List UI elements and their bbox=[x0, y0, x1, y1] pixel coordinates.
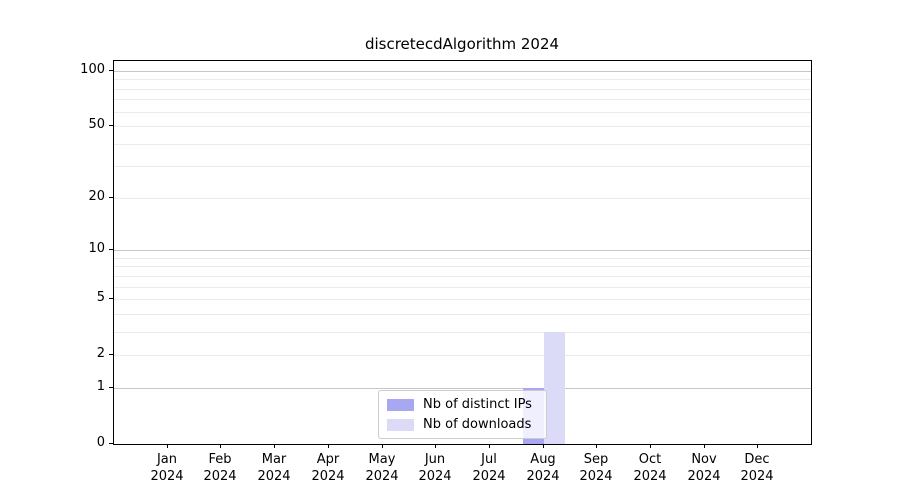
x-tick-label-sep: Sep 2024 bbox=[579, 452, 613, 484]
x-tick-label-jun: Jun 2024 bbox=[418, 452, 452, 484]
x-tick-label-oct: Oct 2024 bbox=[633, 452, 667, 484]
y-tick-20 bbox=[109, 197, 113, 198]
x-tick-label-may: May 2024 bbox=[365, 452, 399, 484]
x-tick-jun bbox=[435, 444, 436, 448]
legend: Nb of distinct IPs Nb of downloads bbox=[378, 390, 547, 439]
gridline-y-100 bbox=[114, 71, 811, 72]
gridline-y-9 bbox=[114, 258, 811, 259]
x-tick-jul bbox=[489, 444, 490, 448]
legend-item-distinct-ips: Nb of distinct IPs bbox=[387, 397, 538, 412]
x-tick-nov bbox=[704, 444, 705, 448]
gridline-y-4 bbox=[114, 314, 811, 315]
downloads-swatch-icon bbox=[387, 418, 414, 431]
gridline-y-50 bbox=[114, 126, 811, 127]
y-tick-label-1: 1 bbox=[96, 379, 105, 394]
x-tick-apr bbox=[328, 444, 329, 448]
y-tick-5 bbox=[109, 298, 113, 299]
bar-nb-of-downloads-aug bbox=[544, 332, 565, 444]
x-tick-may bbox=[382, 444, 383, 448]
distinct-ips-swatch-icon bbox=[387, 398, 414, 411]
x-tick-label-nov: Nov 2024 bbox=[687, 452, 721, 484]
x-tick-jan bbox=[167, 444, 168, 448]
x-tick-label-mar: Mar 2024 bbox=[257, 452, 291, 484]
x-tick-label-apr: Apr 2024 bbox=[311, 452, 345, 484]
y-tick-label-20: 20 bbox=[88, 189, 105, 204]
gridline-y-2 bbox=[114, 355, 811, 356]
x-tick-label-aug: Aug 2024 bbox=[526, 452, 560, 484]
x-tick-label-dec: Dec 2024 bbox=[740, 452, 774, 484]
x-tick-mar bbox=[274, 444, 275, 448]
y-tick-label-50: 50 bbox=[88, 117, 105, 132]
y-tick-label-100: 100 bbox=[80, 62, 105, 77]
y-tick-100 bbox=[109, 70, 113, 71]
gridline-y-30 bbox=[114, 166, 811, 167]
y-tick-label-5: 5 bbox=[96, 290, 105, 305]
gridline-y-80 bbox=[114, 89, 811, 90]
y-tick-label-2: 2 bbox=[96, 346, 105, 361]
y-tick-1 bbox=[109, 387, 113, 388]
plot-area bbox=[113, 60, 812, 445]
y-tick-10 bbox=[109, 249, 113, 250]
gridline-y-10 bbox=[114, 250, 811, 251]
y-tick-0 bbox=[109, 443, 113, 444]
gridline-y-40 bbox=[114, 144, 811, 145]
gridline-y-7 bbox=[114, 276, 811, 277]
x-tick-feb bbox=[220, 444, 221, 448]
y-tick-2 bbox=[109, 354, 113, 355]
x-tick-aug bbox=[543, 444, 544, 448]
gridline-y-60 bbox=[114, 112, 811, 113]
y-tick-label-10: 10 bbox=[88, 241, 105, 256]
gridline-y-3 bbox=[114, 332, 811, 333]
chart-title: discretecdAlgorithm 2024 bbox=[364, 35, 560, 53]
gridline-y-1 bbox=[114, 388, 811, 389]
legend-item-downloads: Nb of downloads bbox=[387, 417, 538, 432]
y-tick-50 bbox=[109, 125, 113, 126]
x-tick-oct bbox=[650, 444, 651, 448]
x-tick-label-feb: Feb 2024 bbox=[203, 452, 237, 484]
y-tick-label-0: 0 bbox=[96, 435, 105, 450]
gridline-y-70 bbox=[114, 99, 811, 100]
x-tick-label-jan: Jan 2024 bbox=[150, 452, 184, 484]
x-tick-label-jul: Jul 2024 bbox=[472, 452, 506, 484]
legend-label-distinct-ips: Nb of distinct IPs bbox=[423, 397, 532, 412]
gridline-y-90 bbox=[114, 79, 811, 80]
gridline-y-5 bbox=[114, 299, 811, 300]
legend-label-downloads: Nb of downloads bbox=[423, 417, 532, 432]
gridline-y-6 bbox=[114, 287, 811, 288]
gridline-y-8 bbox=[114, 266, 811, 267]
x-tick-sep bbox=[596, 444, 597, 448]
x-tick-dec bbox=[757, 444, 758, 448]
gridline-y-20 bbox=[114, 198, 811, 199]
